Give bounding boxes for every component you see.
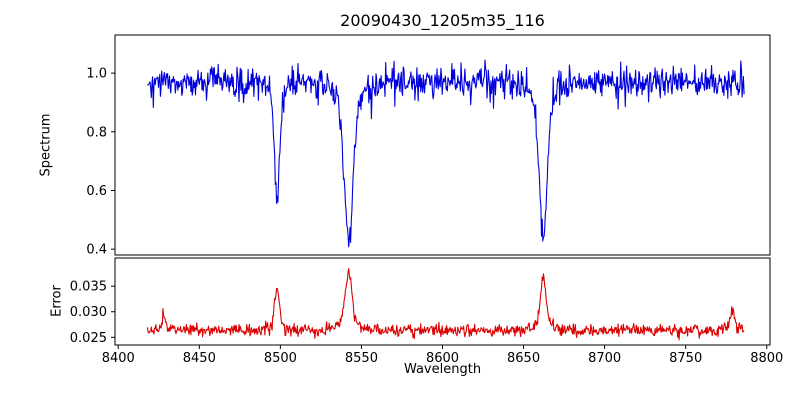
y-tick-label: 0.8 <box>86 125 107 140</box>
x-axis-label: Wavelength <box>403 362 482 377</box>
x-tick-label: 8450 <box>183 351 216 366</box>
y-tick-label: 0.035 <box>70 280 107 295</box>
x-tick-label: 8650 <box>507 351 540 366</box>
y-tick-label: 0.4 <box>86 243 107 258</box>
spectrum-line <box>147 59 745 248</box>
x-tick-label: 8500 <box>264 351 297 366</box>
x-tick-label: 8600 <box>426 351 459 366</box>
y-tick-label: 0.025 <box>70 331 107 346</box>
y-tick-label: 0.6 <box>86 184 107 199</box>
x-tick-label: 8700 <box>588 351 621 366</box>
x-tick-label: 8550 <box>345 351 378 366</box>
y-tick-label: 0.030 <box>70 305 107 320</box>
panel-spectrum-frame <box>114 34 771 256</box>
error-line <box>146 268 745 341</box>
x-tick-label: 8750 <box>669 351 702 366</box>
x-tick-label: 8800 <box>750 351 783 366</box>
series-spectrum <box>147 59 745 248</box>
chart-title: 20090430_1205m35_116 <box>340 11 545 30</box>
x-tick-label: 8400 <box>102 351 135 366</box>
series-error <box>146 268 745 341</box>
y-tick-label: 1.0 <box>86 67 107 82</box>
